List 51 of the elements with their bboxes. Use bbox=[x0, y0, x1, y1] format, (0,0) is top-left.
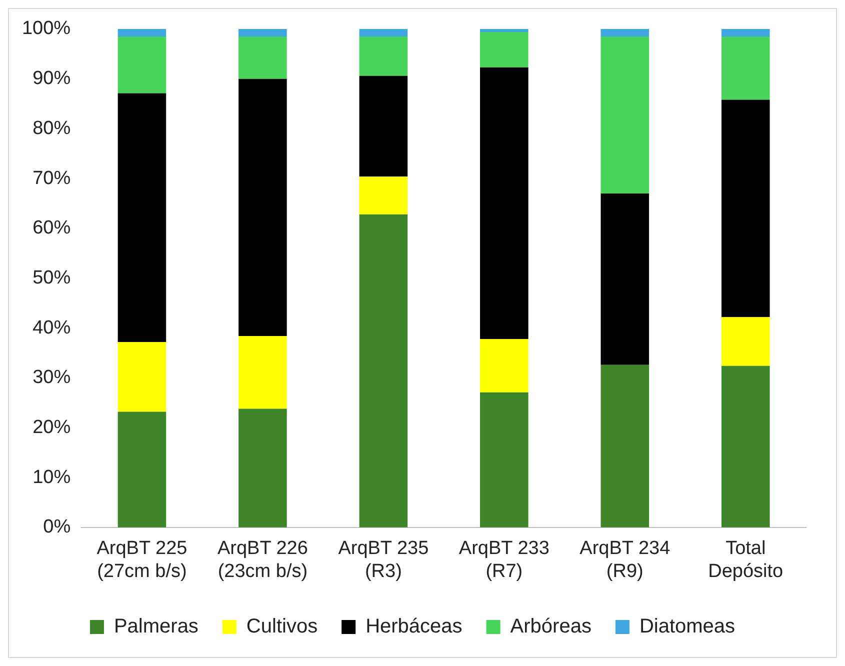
bar bbox=[721, 36, 770, 100]
bar bbox=[359, 36, 408, 76]
y-tick-label: 10% bbox=[32, 466, 71, 488]
bar bbox=[359, 29, 408, 36]
bar bbox=[118, 412, 166, 528]
bar bbox=[238, 36, 287, 79]
bar bbox=[480, 339, 528, 392]
bar bbox=[118, 93, 166, 342]
y-tick-label: 80% bbox=[32, 118, 71, 139]
bar bbox=[118, 29, 166, 36]
legend-label: Herbáceas bbox=[366, 616, 462, 638]
x-tick-label: ArqBT 233 (R7) bbox=[458, 538, 550, 582]
bar bbox=[480, 67, 528, 340]
bar bbox=[721, 100, 770, 318]
bar bbox=[238, 408, 287, 528]
bar bbox=[480, 392, 528, 528]
bar bbox=[359, 176, 408, 214]
x-tick-label: Total Depósito bbox=[708, 538, 784, 582]
x-tick-label: ArqBT 235 (R3) bbox=[338, 538, 429, 582]
bar bbox=[721, 366, 770, 528]
bar bbox=[600, 364, 650, 528]
y-tick-label: 40% bbox=[32, 317, 71, 338]
bar bbox=[600, 29, 650, 36]
y-tick-label: 100% bbox=[22, 18, 71, 40]
y-tick-label: 50% bbox=[32, 267, 71, 288]
y-tick-label: 30% bbox=[32, 367, 71, 388]
bar bbox=[721, 317, 770, 366]
x-tick-label: ArqBT 234 (R9) bbox=[580, 538, 671, 582]
bar bbox=[238, 78, 287, 336]
bar bbox=[359, 76, 408, 177]
legend-label: Cultivos bbox=[246, 616, 318, 638]
bar bbox=[600, 36, 650, 194]
bar bbox=[359, 214, 408, 528]
y-tick-label: 90% bbox=[32, 68, 71, 90]
bar bbox=[480, 29, 528, 32]
bar bbox=[480, 32, 528, 68]
y-tick-label: 0% bbox=[43, 516, 71, 538]
legend-label: Arbóreas bbox=[510, 616, 592, 638]
legend-label: Palmeras bbox=[114, 616, 198, 638]
y-tick-label: 60% bbox=[32, 218, 71, 239]
bar bbox=[118, 342, 166, 412]
bar bbox=[238, 336, 287, 409]
bar bbox=[600, 193, 650, 365]
x-tick-label: ArqBT 225 (27cm b/s) bbox=[96, 538, 188, 582]
legend-label: Diatomeas bbox=[639, 616, 736, 638]
bar bbox=[238, 29, 287, 36]
bar bbox=[721, 29, 770, 36]
x-tick-label: ArqBT 226 (23cm b/s) bbox=[217, 538, 308, 582]
y-tick-label: 20% bbox=[32, 416, 71, 438]
bar bbox=[118, 36, 166, 94]
y-tick-label: 70% bbox=[32, 168, 71, 189]
